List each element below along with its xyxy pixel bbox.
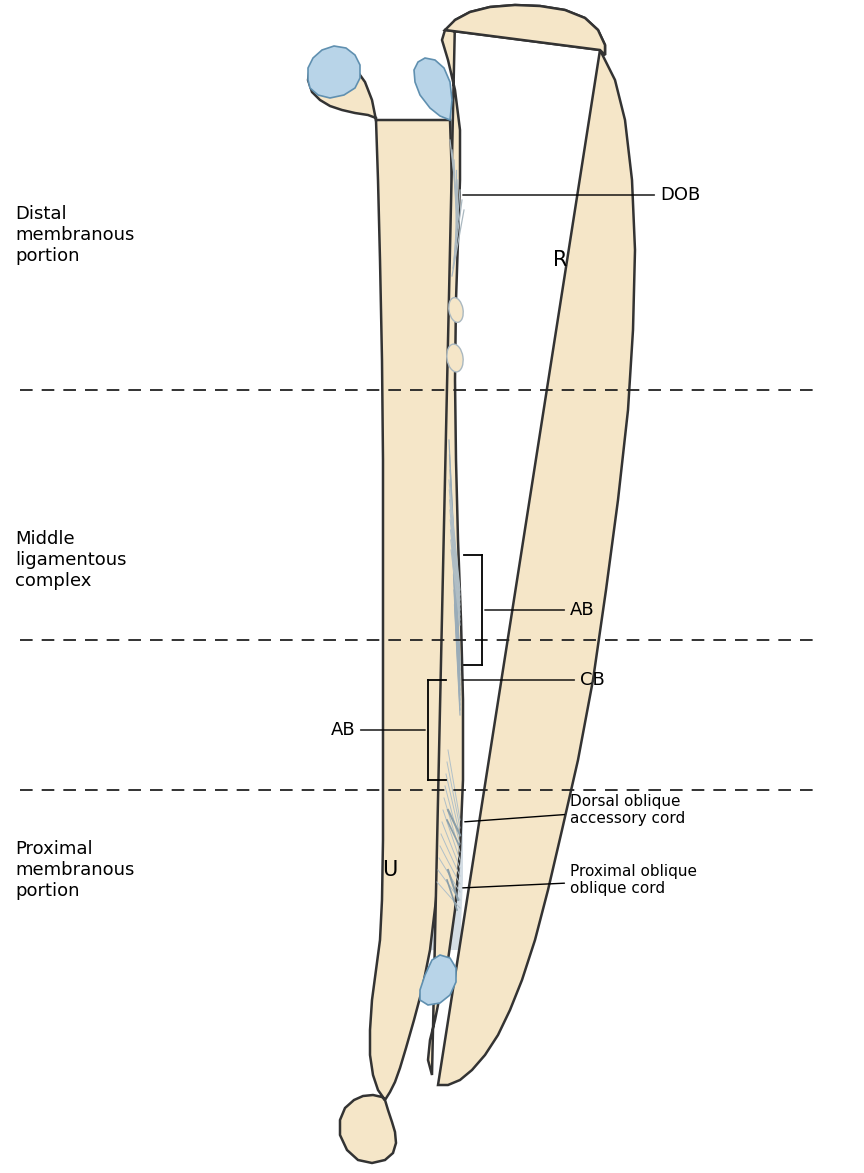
Text: R: R: [553, 250, 567, 270]
Polygon shape: [308, 55, 452, 1162]
Text: AB: AB: [485, 601, 594, 619]
Text: Proximal oblique
oblique cord: Proximal oblique oblique cord: [463, 863, 697, 896]
Polygon shape: [430, 120, 463, 950]
Polygon shape: [428, 5, 635, 1085]
Polygon shape: [414, 57, 452, 120]
Text: U: U: [382, 860, 397, 880]
Text: Dorsal oblique
accessory cord: Dorsal oblique accessory cord: [465, 794, 685, 826]
Text: Proximal
membranous
portion: Proximal membranous portion: [15, 840, 135, 900]
Polygon shape: [308, 46, 360, 99]
Text: Middle
ligamentous
complex: Middle ligamentous complex: [15, 530, 126, 590]
Ellipse shape: [447, 344, 463, 372]
Text: CB: CB: [463, 671, 605, 689]
Ellipse shape: [448, 298, 463, 323]
Polygon shape: [420, 955, 456, 1005]
Polygon shape: [445, 5, 605, 55]
Text: DOB: DOB: [463, 187, 700, 204]
Text: Distal
membranous
portion: Distal membranous portion: [15, 205, 135, 265]
Text: AB: AB: [330, 721, 425, 739]
